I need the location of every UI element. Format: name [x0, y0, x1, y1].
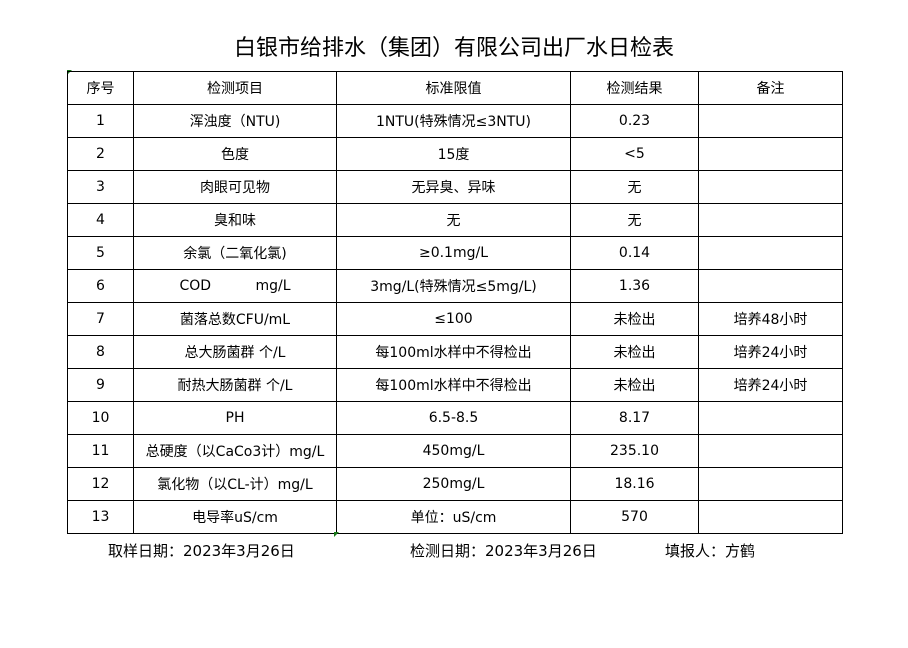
cell-result: 检测结果 [570, 71, 699, 105]
table-row: 11 总硬度（以CaCo3计）mg/L 450mg/L 235.10 [67, 434, 843, 468]
cell-remark [698, 269, 843, 303]
table-row: 10 PH 6.5-8.5 8.17 [67, 401, 843, 435]
cell-result: 8.17 [570, 401, 699, 435]
cell-index: 序号 [67, 71, 134, 105]
cell-limit: 无 [336, 203, 571, 237]
cell-index: 7 [67, 302, 134, 336]
cell-limit: ≥0.1mg/L [336, 236, 571, 270]
cell-limit: 6.5-8.5 [336, 401, 571, 435]
cell-remark [698, 104, 843, 138]
cell-index: 3 [67, 170, 134, 204]
cell-result: 235.10 [570, 434, 699, 468]
cell-item: 耐热大肠菌群 个/L [133, 368, 337, 402]
table-row: 2 色度 15度 <5 [67, 137, 843, 171]
table-row: 6 COD mg/L 3mg/L(特殊情况≤5mg/L) 1.36 [67, 269, 843, 303]
cell-limit: 1NTU(特殊情况≤3NTU) [336, 104, 571, 138]
cell-item: 检测项目 [133, 71, 337, 105]
test-date: 检测日期：2023年3月26日 [410, 542, 597, 560]
cell-index: 13 [67, 500, 134, 534]
cell-item: 余氯（二氧化氯) [133, 236, 337, 270]
cell-item: 电导率uS/cm [133, 500, 337, 534]
cell-item: 菌落总数CFU/mL [133, 302, 337, 336]
cell-limit: 单位：uS/cm [336, 500, 571, 534]
cell-result: 未检出 [570, 302, 699, 336]
cell-item: 浑浊度（NTU) [133, 104, 337, 138]
cell-limit: 3mg/L(特殊情况≤5mg/L) [336, 269, 571, 303]
cell-index: 6 [67, 269, 134, 303]
cell-index: 12 [67, 467, 134, 501]
table-row: 4 臭和味无无 [67, 203, 843, 237]
cell-item: PH [133, 401, 337, 435]
cell-index: 1 [67, 104, 134, 138]
cell-result: 0.14 [570, 236, 699, 270]
cell-result: 未检出 [570, 368, 699, 402]
cell-remark: 培养24小时 [698, 368, 843, 402]
cell-limit: ≤100 [336, 302, 571, 336]
cell-item: 色度 [133, 137, 337, 171]
table-row: 12 氯化物（以CL-计）mg/L 250mg/L 18.16 [67, 467, 843, 501]
table-row: 7 菌落总数CFU/mL ≤100 未检出 培养48小时 [67, 302, 843, 336]
cell-remark [698, 170, 843, 204]
cell-item: 臭和味 [133, 203, 337, 237]
cell-result: 0.23 [570, 104, 699, 138]
cell-item: COD mg/L [133, 269, 337, 303]
cell-index: 2 [67, 137, 134, 171]
cell-result: 无 [570, 170, 699, 204]
cell-result: <5 [570, 137, 699, 171]
cell-remark: 培养24小时 [698, 335, 843, 369]
cell-remark [698, 500, 843, 534]
table-row: 8 总大肠菌群 个/L 每100ml水样中不得检出 未检出 培养24小时 [67, 335, 843, 369]
cell-index: 10 [67, 401, 134, 435]
table-row: 9 耐热大肠菌群 个/L 每100ml水样中不得检出 未检出 培养24小时 [67, 368, 843, 402]
cell-result: 无 [570, 203, 699, 237]
cell-item: 总硬度（以CaCo3计）mg/L [133, 434, 337, 468]
cell-limit: 250mg/L [336, 467, 571, 501]
cell-remark [698, 467, 843, 501]
cell-limit: 450mg/L [336, 434, 571, 468]
table-row: 1 浑浊度（NTU) 1NTU(特殊情况≤3NTU) 0.23 [67, 104, 843, 138]
cell-limit: 15度 [336, 137, 571, 171]
cell-remark [698, 203, 843, 237]
cell-remark [698, 236, 843, 270]
cell-remark [698, 137, 843, 171]
cell-remark: 备注 [698, 71, 843, 105]
sample-date: 取样日期：2023年3月26日 [108, 542, 295, 560]
table-row: 5 余氯（二氧化氯) ≥0.1mg/L 0.14 [67, 236, 843, 270]
cell-result: 1.36 [570, 269, 699, 303]
cell-index: 8 [67, 335, 134, 369]
cell-item: 总大肠菌群 个/L [133, 335, 337, 369]
cell-remark [698, 401, 843, 435]
cell-limit: 标准限值 [336, 71, 571, 105]
page-title: 白银市给排水（集团）有限公司出厂水日检表 [233, 36, 674, 61]
cell-limit: 每100ml水样中不得检出 [336, 335, 571, 369]
cell-limit: 无异臭、异味 [336, 170, 571, 204]
cell-remark: 培养48小时 [698, 302, 843, 336]
cell-marker [334, 532, 339, 537]
cell-result: 未检出 [570, 335, 699, 369]
header-row: 序号 检测项目 标准限值 检测结果 备注 [67, 71, 843, 105]
cell-index: 5 [67, 236, 134, 270]
cell-item: 肉眼可见物 [133, 170, 337, 204]
cell-result: 18.16 [570, 467, 699, 501]
reporter: 填报人：方鹤 [665, 542, 756, 560]
table-row: 3 肉眼可见物 无异臭、异味无 [67, 170, 843, 204]
inspection-table: 序号 检测项目 标准限值 检测结果 备注 1 浑浊度（NTU) 1NTU(特殊情况≤3NTU)… [67, 71, 843, 534]
cell-remark [698, 434, 843, 468]
cell-index: 4 [67, 203, 134, 237]
cell-item: 氯化物（以CL-计）mg/L [133, 467, 337, 501]
table-row: 13 电导率uS/cm 单位：uS/cm 570 [67, 500, 843, 534]
cell-index: 11 [67, 434, 134, 468]
cell-index: 9 [67, 368, 134, 402]
cell-result: 570 [570, 500, 699, 534]
cell-limit: 每100ml水样中不得检出 [336, 368, 571, 402]
